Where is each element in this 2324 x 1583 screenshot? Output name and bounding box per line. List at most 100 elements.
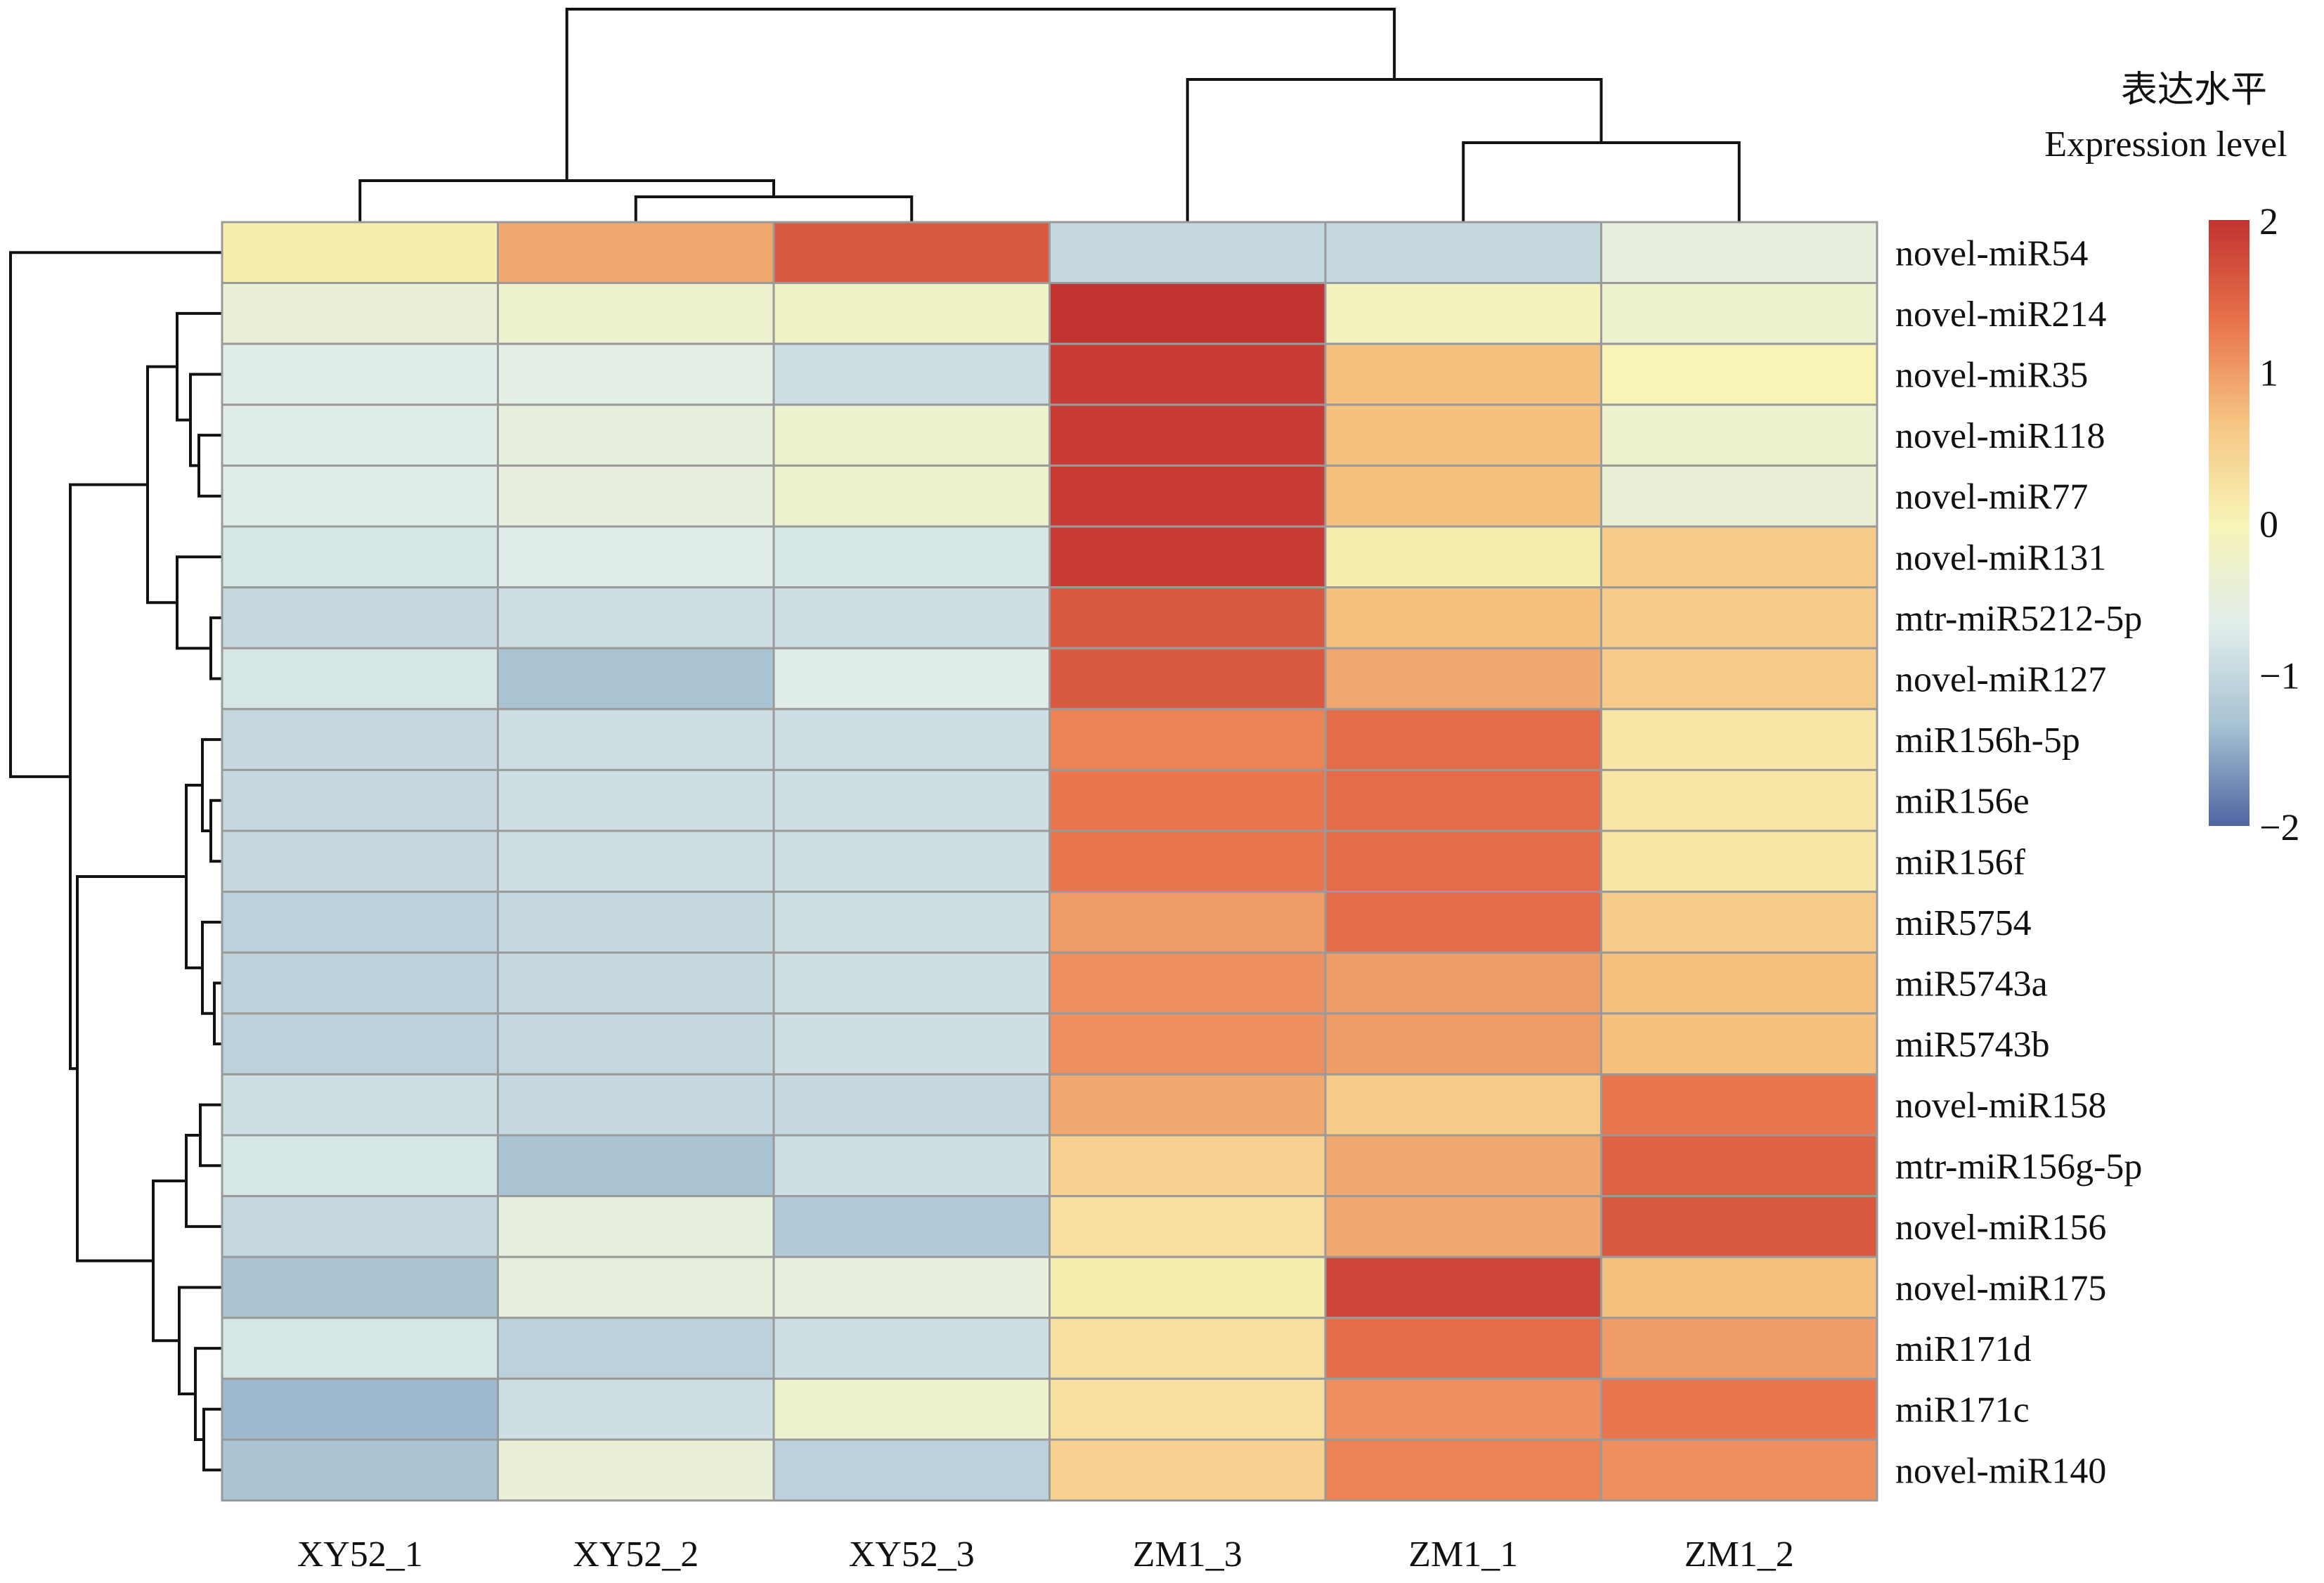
heatmap-cell <box>1324 951 1602 1015</box>
row-label: novel-miR118 <box>1895 416 2105 456</box>
row-dendrogram-link <box>213 981 222 1046</box>
heatmap-cell <box>497 464 775 528</box>
heatmap-cell <box>772 282 1051 345</box>
row-label: novel-miR127 <box>1895 660 2106 700</box>
heatmap-cell <box>1049 1073 1327 1137</box>
heatmap-cell <box>221 1255 499 1319</box>
heatmap-cell <box>1049 1012 1327 1075</box>
heatmap-cell <box>772 708 1051 771</box>
heatmap-cell <box>1600 708 1878 771</box>
heatmap-cell <box>1049 403 1327 467</box>
heatmap-cell <box>497 403 775 467</box>
heatmap-cell <box>221 1134 499 1198</box>
heatmap-cell <box>772 586 1051 650</box>
row-labels: novel-miR54 novel-miR214 novel-miR35 novel-… <box>1895 233 2142 1491</box>
heatmap-cell <box>497 221 775 285</box>
heatmap-cell <box>221 951 499 1015</box>
row-label: miR156h-5p <box>1895 721 2080 761</box>
row-label: miR156f <box>1895 842 2026 882</box>
heatmap-cell <box>497 829 775 893</box>
row-label: novel-miR131 <box>1895 538 2106 578</box>
heatmap-cell <box>772 1255 1051 1319</box>
heatmap-cell <box>772 829 1051 893</box>
heatmap-cell <box>1049 525 1327 589</box>
legend-title-cn: 表达水平 <box>2121 70 2267 110</box>
heatmap-cell <box>497 647 775 711</box>
heatmap-cell <box>1600 586 1878 650</box>
heatmap-cell <box>772 1195 1051 1258</box>
heatmap-cell <box>1049 282 1327 345</box>
heatmap-cell <box>1049 647 1327 711</box>
heatmap-cell <box>221 1438 499 1502</box>
row-dendrogram-link <box>178 1286 222 1396</box>
row-label: novel-miR35 <box>1895 356 2088 396</box>
heatmap-cell <box>497 342 775 406</box>
heatmap-cell <box>1324 586 1602 650</box>
heatmap-cell <box>1600 891 1878 954</box>
legend-tick-label: 0 <box>2259 503 2278 545</box>
heatmap-cell <box>1049 708 1327 771</box>
heatmap-cell <box>772 1073 1051 1137</box>
heatmap-cell <box>1600 829 1878 893</box>
heatmap-cell <box>1600 1438 1878 1502</box>
heatmap-cell <box>1600 342 1878 406</box>
row-label: miR5754 <box>1895 903 2032 943</box>
heatmap-cell <box>1324 1073 1602 1137</box>
heatmap-cell <box>772 1317 1051 1380</box>
heatmap-cell <box>221 586 499 650</box>
row-dendrogram <box>9 251 222 1472</box>
heatmap-cell <box>221 647 499 711</box>
heatmap-cell <box>1049 829 1327 893</box>
heatmap-cell <box>1600 647 1878 711</box>
heatmap-cell <box>1324 1195 1602 1258</box>
column-label: ZM1_3 <box>1133 1534 1242 1575</box>
heatmap-cell <box>221 891 499 954</box>
row-dendrogram-link <box>197 434 222 498</box>
heatmap-cell <box>497 1317 775 1380</box>
heatmap-cell <box>221 768 499 832</box>
legend-tick-label: 1 <box>2259 352 2278 394</box>
heatmap-cell <box>772 221 1051 285</box>
row-dendrogram-link <box>69 483 148 1071</box>
row-label: miR171c <box>1895 1390 2030 1430</box>
heatmap-cell <box>497 1438 775 1502</box>
column-dendrogram <box>358 8 1741 222</box>
heatmap-cell <box>772 647 1051 711</box>
heatmap-cell <box>221 1073 499 1137</box>
row-label: novel-miR54 <box>1895 233 2088 273</box>
row-label: mtr-miR5212-5p <box>1895 599 2142 639</box>
column-dendrogram-link <box>358 179 775 222</box>
heatmap-cell <box>772 891 1051 954</box>
column-label: ZM1_2 <box>1684 1534 1794 1575</box>
row-label: novel-miR140 <box>1895 1451 2106 1491</box>
row-label: novel-miR175 <box>1895 1269 2106 1309</box>
column-dendrogram-link <box>1462 141 1741 222</box>
row-dendrogram-link <box>9 251 222 778</box>
heatmap-cell <box>772 1134 1051 1198</box>
heatmap-cell <box>221 1195 499 1258</box>
heatmap-cell <box>1049 1377 1327 1441</box>
row-dendrogram-link <box>189 373 222 467</box>
heatmap-cell <box>497 1255 775 1319</box>
row-dendrogram-link <box>201 920 222 1015</box>
heatmap-cell <box>497 1377 775 1441</box>
heatmap-cell <box>1049 342 1327 406</box>
heatmap-cell <box>1600 282 1878 345</box>
row-dendrogram-link <box>76 874 186 1262</box>
heatmap-cell <box>772 1377 1051 1441</box>
legend-ticks: 2 1 0 −1 −2 <box>2259 200 2299 848</box>
heatmap-cell <box>1324 1438 1602 1502</box>
row-dendrogram-link <box>146 365 177 605</box>
legend-tick-label: 2 <box>2259 200 2278 243</box>
heatmap-cell <box>497 891 775 954</box>
heatmap-cell <box>497 1073 775 1137</box>
heatmap-cell <box>497 1134 775 1198</box>
heatmap-cells <box>221 221 1878 1502</box>
legend-tick-label: −1 <box>2259 655 2299 697</box>
heatmap-cell <box>772 768 1051 832</box>
row-label: novel-miR214 <box>1895 295 2106 335</box>
heatmap-cell <box>772 525 1051 589</box>
heatmap-cell <box>1324 647 1602 711</box>
heatmap-cell <box>1049 951 1327 1015</box>
